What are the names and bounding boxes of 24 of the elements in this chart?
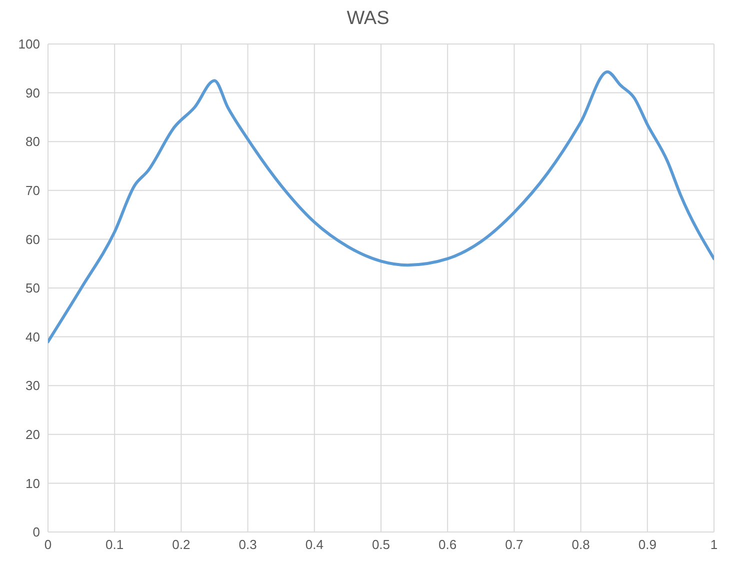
y-tick-label: 0 — [32, 524, 40, 540]
chart-title: WAS — [346, 8, 390, 30]
y-tick-label: 80 — [26, 134, 40, 150]
x-tick-label: 0.7 — [505, 537, 524, 552]
y-tick-label: 50 — [26, 280, 40, 296]
x-tick-label: 0.4 — [305, 537, 324, 552]
y-tick-label: 10 — [26, 476, 40, 491]
x-tick-label: 0.5 — [372, 537, 390, 552]
x-tick-label: 0 — [44, 537, 52, 552]
line-series — [48, 70, 714, 344]
x-tick-label: 0.2 — [172, 537, 190, 552]
x-tick-label: 0.8 — [572, 537, 590, 552]
y-tick-label: 20 — [26, 427, 40, 442]
y-tick-label: 90 — [26, 85, 40, 100]
x-tick-label: 0.9 — [638, 537, 656, 552]
y-tick-label: 30 — [26, 378, 40, 394]
y-tick-label: 70 — [26, 183, 40, 198]
y-tick-label: 100 — [18, 36, 40, 52]
x-tick-label: 0.3 — [238, 537, 257, 552]
x-tick-label: 1 — [710, 537, 718, 552]
y-tick-label: 40 — [26, 329, 40, 344]
x-tick-label: 0.6 — [438, 537, 457, 552]
y-tick-label: 60 — [26, 232, 40, 247]
x-tick-label: 0.1 — [106, 537, 124, 552]
